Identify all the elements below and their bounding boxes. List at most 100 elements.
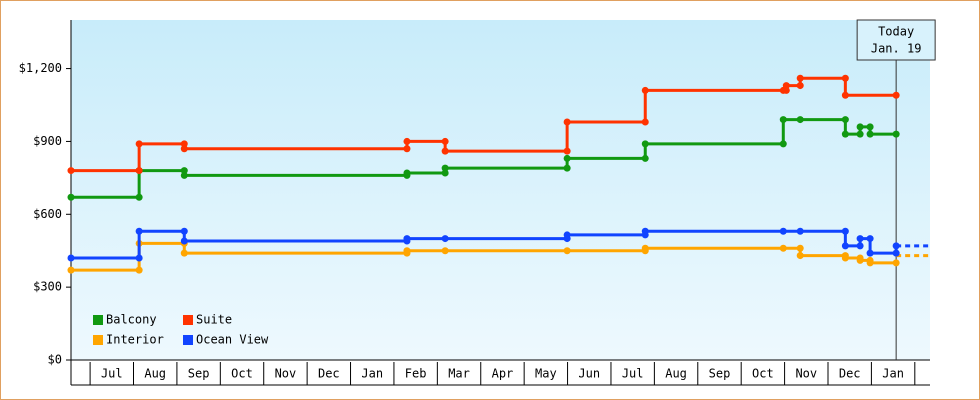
point [641, 154, 649, 162]
point [841, 116, 849, 124]
point [841, 130, 849, 138]
point [441, 137, 449, 145]
point [841, 74, 849, 82]
x-tick-label: Nov [795, 367, 817, 381]
today-label: Jan. 19 [871, 42, 922, 56]
point [779, 140, 787, 148]
point [796, 227, 804, 235]
x-tick-label: Apr [492, 367, 514, 381]
point [403, 169, 411, 177]
x-tick-label: Oct [231, 367, 253, 381]
legend-swatch [183, 315, 193, 325]
point [441, 235, 449, 243]
point [67, 254, 75, 262]
x-tick-label: Sep [188, 367, 210, 381]
point [641, 227, 649, 235]
point [779, 244, 787, 252]
point [563, 231, 571, 239]
x-tick-label: Feb [405, 367, 427, 381]
point [563, 147, 571, 155]
point [135, 266, 143, 274]
point [180, 227, 188, 235]
point [796, 82, 804, 90]
point [403, 247, 411, 255]
point [841, 242, 849, 250]
point [856, 235, 864, 243]
legend-label: Suite [196, 313, 232, 327]
point [841, 254, 849, 262]
y-tick-label: $0 [48, 353, 62, 367]
x-tick-label: Nov [275, 367, 297, 381]
x-tick-label: Sep [709, 367, 731, 381]
point [180, 167, 188, 175]
point [892, 249, 900, 257]
point [563, 154, 571, 162]
point [441, 164, 449, 172]
x-tick-label: Jul [101, 367, 123, 381]
legend-label: Balcony [106, 313, 157, 327]
today-box [856, 19, 936, 61]
y-tick-label: $600 [33, 207, 62, 221]
y-tick-label: $1,200 [19, 61, 62, 75]
point [135, 227, 143, 235]
legend-swatch [93, 335, 103, 345]
point [135, 167, 143, 175]
legend-swatch [93, 315, 103, 325]
point [856, 123, 864, 131]
x-tick-label: Aug [144, 367, 166, 381]
point [641, 86, 649, 94]
x-tick-label: Aug [665, 367, 687, 381]
point [841, 227, 849, 235]
point [403, 235, 411, 243]
point [866, 235, 874, 243]
point [441, 169, 449, 177]
point [441, 247, 449, 255]
point [796, 74, 804, 82]
point [403, 145, 411, 153]
x-tick-label: Dec [318, 367, 340, 381]
point [563, 247, 571, 255]
x-tick-label: Jul [622, 367, 644, 381]
point [796, 252, 804, 260]
point [841, 91, 849, 99]
plot-area [71, 20, 930, 360]
point [641, 244, 649, 252]
point [135, 140, 143, 148]
point [441, 147, 449, 155]
point [866, 249, 874, 257]
legend-label: Ocean View [196, 333, 269, 347]
point [856, 242, 864, 250]
x-tick-label: Mar [448, 367, 470, 381]
point [856, 130, 864, 138]
point [641, 140, 649, 148]
x-tick-label: Jan [361, 367, 383, 381]
point [892, 91, 900, 99]
point [866, 259, 874, 267]
point [856, 256, 864, 264]
point [892, 259, 900, 267]
point [641, 118, 649, 126]
point [180, 171, 188, 179]
point [563, 164, 571, 172]
point [782, 82, 790, 90]
x-tick-label: Jun [578, 367, 600, 381]
point [779, 227, 787, 235]
y-tick-label: $900 [33, 134, 62, 148]
point [403, 137, 411, 145]
point [135, 254, 143, 262]
y-tick-label: $300 [33, 280, 62, 294]
point [135, 193, 143, 201]
point [180, 237, 188, 245]
point [782, 86, 790, 94]
x-tick-label: May [535, 367, 557, 381]
today-label: Today [878, 25, 914, 39]
point [180, 145, 188, 153]
point [67, 167, 75, 175]
point [563, 118, 571, 126]
point [892, 130, 900, 138]
point [67, 193, 75, 201]
point [796, 244, 804, 252]
point [67, 266, 75, 274]
